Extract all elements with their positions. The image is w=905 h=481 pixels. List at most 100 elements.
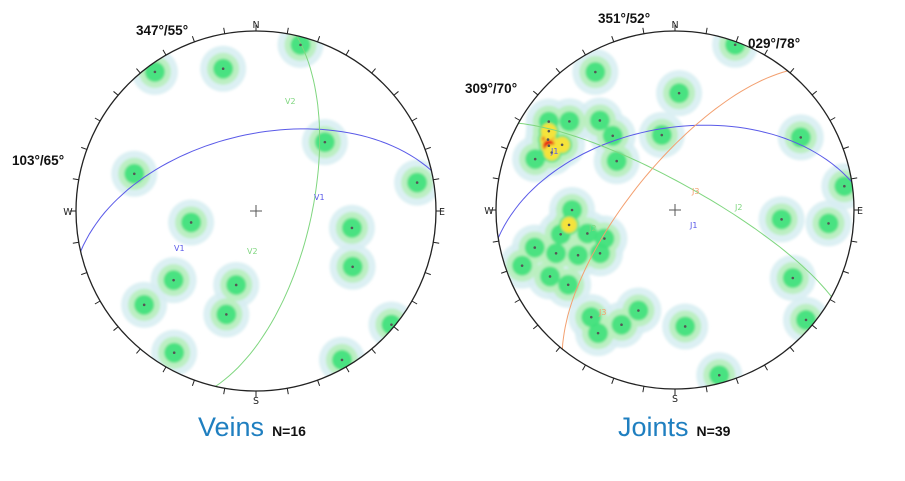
veins-tick <box>433 241 440 244</box>
veins-pole <box>340 358 344 362</box>
joints-tick <box>492 240 499 243</box>
joints-tick <box>764 364 768 371</box>
veins-set-1-great-circle <box>80 128 432 252</box>
joints-tick <box>532 90 539 96</box>
joints-pole <box>615 159 618 163</box>
joints-pole-points <box>520 43 846 377</box>
veins-set-2-pole-label: V2 <box>285 97 296 106</box>
veins-tick <box>191 36 195 43</box>
veins-west-label: W <box>63 207 73 218</box>
joints-set-3-plane-label: J3 <box>691 187 699 196</box>
joints-pole <box>547 144 551 148</box>
veins-degree-ticks <box>70 25 442 397</box>
veins-stereonet: N E S W V1 V1 V2 V2 347°/55° 103°/65° <box>12 20 445 407</box>
joints-tick <box>514 117 521 121</box>
joints-set-2-pole-label: J2 <box>588 224 596 233</box>
veins-set-2-plane-label: V2 <box>247 247 258 256</box>
veins-tick <box>72 178 79 181</box>
veins-tick <box>191 379 195 386</box>
veins-pole <box>323 140 327 144</box>
joints-pole <box>596 331 600 335</box>
joints-tick <box>851 177 858 180</box>
joints-plane-label-1: 351°/52° <box>598 11 650 26</box>
veins-pole <box>225 313 228 316</box>
veins-tick <box>393 326 399 331</box>
veins-pole <box>153 70 157 74</box>
veins-east-label: E <box>439 207 445 218</box>
joints-pole <box>843 184 846 188</box>
joints-tick <box>843 270 850 274</box>
joints-tick <box>611 35 615 42</box>
veins-pole <box>132 172 136 176</box>
veins-tick <box>424 272 431 276</box>
joints-pole <box>589 315 593 319</box>
joints-tick <box>851 240 858 243</box>
joints-pole <box>791 276 795 280</box>
joints-pole <box>547 129 551 133</box>
veins-center-cross <box>250 205 262 217</box>
joints-tick <box>735 378 739 385</box>
veins-plane-label-2: 103°/65° <box>12 153 64 168</box>
joints-tick <box>789 67 795 74</box>
joints-pole <box>568 120 571 123</box>
joints-pole <box>567 223 571 227</box>
veins-title: Veins <box>198 412 265 442</box>
veins-tick <box>286 27 289 34</box>
joints-pole <box>637 309 640 312</box>
joints-great-circles <box>497 70 853 350</box>
veins-tick <box>286 388 289 395</box>
joints-east-label: E <box>857 206 863 217</box>
joints-set-1-plane-label: J1 <box>689 221 697 230</box>
veins-pole <box>189 221 193 224</box>
veins-tick <box>393 91 399 96</box>
veins-tick <box>371 348 376 354</box>
joints-pole <box>547 120 551 123</box>
joints-pole <box>550 151 554 154</box>
joints-set-3-great-circle <box>561 70 788 350</box>
joints-set-2-plane-label: J2 <box>734 203 742 212</box>
veins-pole <box>221 67 225 71</box>
joints-pole <box>533 246 537 249</box>
joints-pole <box>560 143 564 147</box>
joints-tick <box>555 346 561 353</box>
veins-pole <box>299 43 302 47</box>
joints-tick <box>764 49 768 56</box>
veins-pole-density-contours <box>111 31 436 383</box>
joints-stereonet: N E S W J1 J1 J2 J2 J3 J3 351°/52° 029°/… <box>465 11 863 405</box>
joints-tick <box>532 324 539 330</box>
joints-caption: Joints N=39 <box>618 412 730 443</box>
veins-tick <box>411 300 418 305</box>
joints-pole <box>566 283 570 287</box>
joints-pole <box>827 222 830 225</box>
joints-pole <box>611 134 615 138</box>
veins-tick <box>162 366 167 373</box>
veins-tick <box>433 178 440 181</box>
joints-pole <box>576 253 580 257</box>
veins-pole <box>172 351 176 355</box>
joints-degree-ticks <box>490 25 860 395</box>
joints-title: Joints <box>618 412 689 442</box>
veins-set-1-pole-label: V1 <box>174 244 185 253</box>
veins-tick <box>72 241 79 244</box>
joints-pole <box>554 251 558 255</box>
joints-tick <box>829 299 836 303</box>
veins-pole <box>142 303 146 307</box>
joints-tick <box>811 324 818 330</box>
joints-pole <box>620 323 623 327</box>
joints-pole <box>677 91 681 95</box>
joints-pole <box>804 318 808 322</box>
joints-pole <box>533 157 537 161</box>
veins-count: N=16 <box>272 423 306 439</box>
veins-tick <box>162 49 167 56</box>
veins-tick <box>371 68 376 74</box>
joints-tick <box>582 49 586 56</box>
joints-plane-label-2: 029°/78° <box>748 36 800 51</box>
veins-pole <box>390 323 393 326</box>
veins-pole <box>350 226 354 230</box>
joints-tick <box>492 177 499 180</box>
veins-tick <box>317 36 321 43</box>
veins-set-1-plane-label: V1 <box>314 193 325 202</box>
joints-set-3-pole-label: J3 <box>598 308 606 317</box>
veins-tick <box>136 348 141 354</box>
